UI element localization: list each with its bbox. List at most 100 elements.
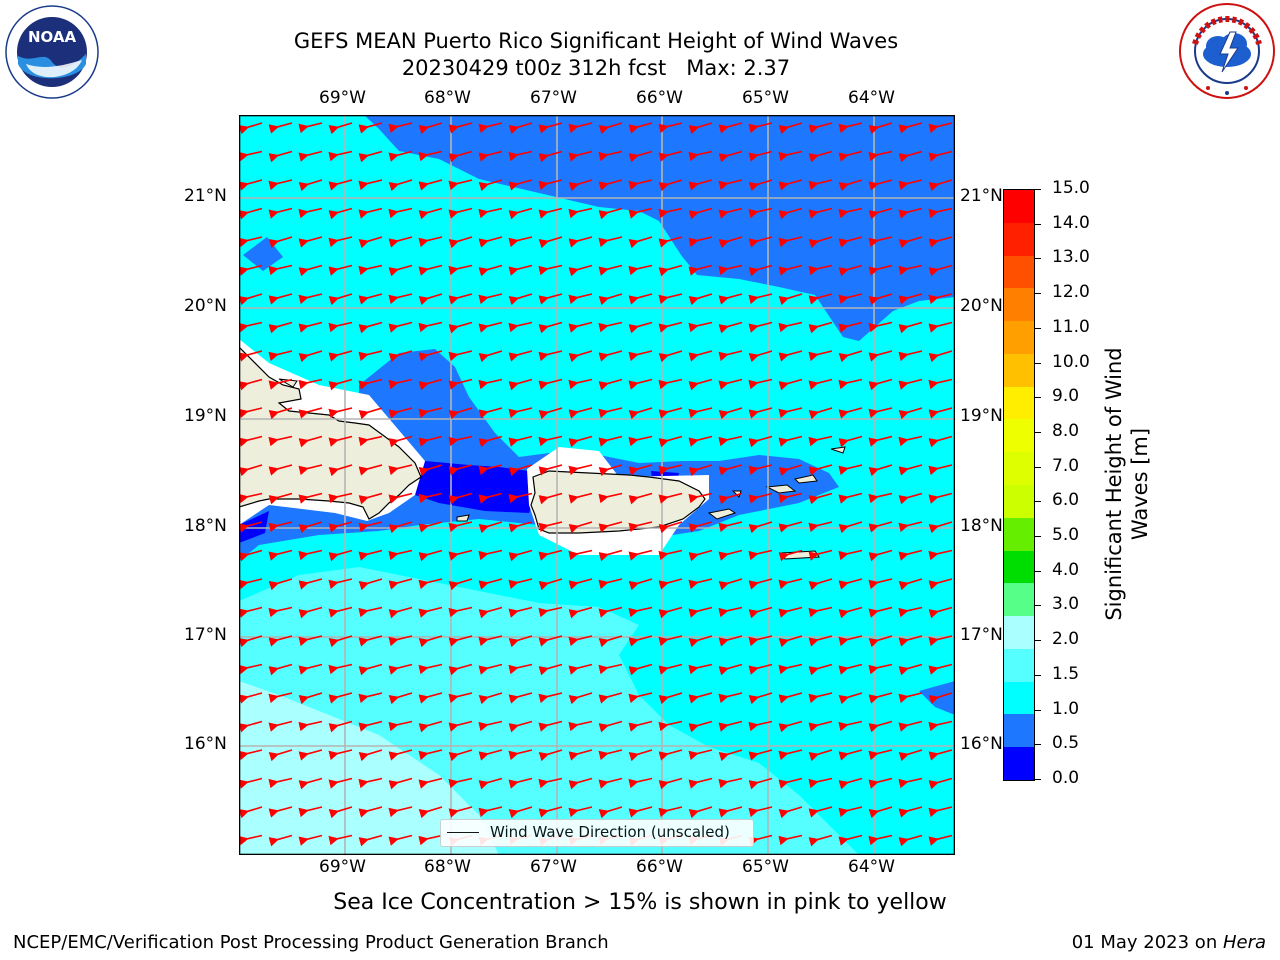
wind-arrow xyxy=(328,578,353,590)
wind-arrow xyxy=(718,606,743,618)
wind-arrow xyxy=(508,521,533,533)
wind-arrow xyxy=(298,321,323,333)
wind-arrow xyxy=(778,435,803,447)
wind-arrow xyxy=(328,179,353,191)
wind-arrow xyxy=(928,549,953,561)
colorbar-tick-mark xyxy=(1035,189,1041,190)
wind-arrow xyxy=(898,549,923,561)
nws-logo xyxy=(1178,2,1276,100)
wind-arrow xyxy=(928,521,953,534)
wind-arrow xyxy=(388,492,413,504)
legend-line-swatch xyxy=(447,832,479,833)
wind-arrow xyxy=(508,293,533,306)
lon-label-top-69w: 69°W xyxy=(319,88,366,108)
colorbar-tick-mark xyxy=(1035,536,1041,538)
wind-arrow xyxy=(508,549,533,562)
wind-arrow xyxy=(688,578,713,590)
wind-arrow xyxy=(748,635,773,647)
field-0-5-to-1m-north xyxy=(364,115,955,341)
wind-arrow xyxy=(718,122,743,134)
wind-arrow xyxy=(418,293,443,306)
wind-arrow xyxy=(298,492,323,504)
wind-arrow xyxy=(628,492,653,505)
wind-arrow xyxy=(838,350,863,363)
wind-arrow xyxy=(718,264,743,276)
wind-arrow xyxy=(358,578,383,591)
wind-arrow xyxy=(748,179,773,192)
colorbar-tick-label: 10.0 xyxy=(1052,351,1090,372)
lat-label-right-16n: 16°N xyxy=(960,734,1002,754)
wind-arrow xyxy=(748,720,773,732)
land-vieques xyxy=(707,508,737,520)
wind-arrow xyxy=(688,236,713,248)
wind-arrow xyxy=(538,293,563,305)
wind-arrow xyxy=(838,122,863,134)
wind-arrow xyxy=(778,350,803,362)
wind-arrow xyxy=(358,521,383,533)
wind-arrow xyxy=(478,122,503,134)
wind-arrow xyxy=(658,663,683,675)
wind-arrow xyxy=(778,492,803,504)
wind-arrow xyxy=(598,663,623,675)
wind-arrow xyxy=(298,834,323,846)
wind-arrow xyxy=(808,834,833,847)
wind-arrow xyxy=(418,207,443,220)
wind-arrow xyxy=(628,464,653,476)
wind-arrow xyxy=(298,578,323,590)
wind-arrow xyxy=(628,179,653,191)
wind-arrow xyxy=(868,663,893,675)
wind-arrow xyxy=(388,464,413,476)
wind-arrow xyxy=(508,179,533,191)
wind-arrow xyxy=(268,777,293,789)
wind-arrow xyxy=(928,777,953,790)
wind-arrow xyxy=(298,264,323,277)
wind-arrow xyxy=(628,207,653,219)
wind-arrow xyxy=(718,321,743,334)
footer-date: 01 May 2023 on xyxy=(1071,932,1223,953)
wind-arrow xyxy=(298,635,323,647)
wind-arrow xyxy=(358,179,383,191)
wind-arrow xyxy=(268,720,293,732)
colorbar-tick-mark xyxy=(1035,640,1041,642)
wind-arrow xyxy=(748,663,773,675)
wind-arrow xyxy=(658,207,683,219)
wind-arrow xyxy=(268,321,293,334)
wind-arrow xyxy=(808,179,833,191)
wind-arrow xyxy=(628,549,653,561)
colorbar-segment xyxy=(1004,648,1034,683)
wind-arrow xyxy=(928,293,953,305)
wind-arrow xyxy=(388,549,413,561)
wind-arrow xyxy=(778,578,803,590)
wind-arrow xyxy=(328,777,353,789)
wind-arrow xyxy=(268,407,293,420)
wind-arrow xyxy=(808,720,833,732)
lat-label-left-16n: 16°N xyxy=(184,734,227,754)
wind-arrow xyxy=(418,236,443,248)
wind-arrow xyxy=(598,207,623,220)
wind-arrow xyxy=(868,435,893,447)
wind-arrow xyxy=(478,236,503,248)
wind-arrow xyxy=(688,635,713,648)
colorbar-segment xyxy=(1004,517,1034,552)
wind-arrow xyxy=(358,407,383,420)
wind-arrow xyxy=(239,549,263,562)
wind-arrow xyxy=(658,179,683,192)
wind-arrow xyxy=(538,435,563,447)
colorbar-segment xyxy=(1004,255,1034,289)
wind-arrow xyxy=(928,122,953,134)
wind-arrow xyxy=(868,749,893,761)
wind-arrow xyxy=(898,521,923,533)
wind-arrow xyxy=(358,692,383,704)
wind-arrow xyxy=(328,293,353,306)
wind-arrow xyxy=(868,293,893,306)
wind-arrow xyxy=(898,179,923,191)
land-st-thomas xyxy=(765,484,797,494)
wind-arrow xyxy=(898,207,923,219)
wind-arrow xyxy=(868,207,893,220)
wind-arrow xyxy=(838,464,863,476)
wind-arrow xyxy=(628,749,653,762)
wind-arrow xyxy=(628,435,653,447)
wind-arrow xyxy=(478,606,503,619)
colorbar-tick-label: 4.0 xyxy=(1052,559,1080,580)
wind-arrow xyxy=(718,207,743,219)
